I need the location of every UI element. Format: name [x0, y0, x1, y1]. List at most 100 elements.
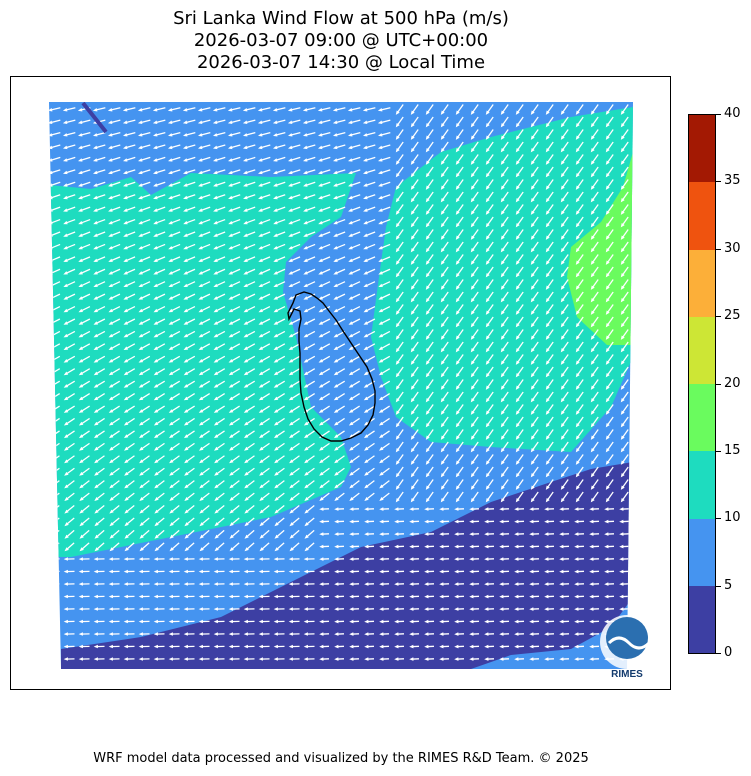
wind-vector-head	[378, 246, 383, 250]
wind-vector-head	[257, 108, 263, 112]
wind-vector-head	[212, 120, 218, 124]
wind-vector-head	[213, 644, 218, 649]
wind-vector-head	[168, 220, 173, 225]
wind-vector-head	[590, 110, 595, 115]
wind-vector-head	[93, 607, 98, 611]
wind-vector-head	[560, 460, 565, 465]
wind-vector-head	[138, 569, 143, 574]
wind-vector-head	[108, 308, 113, 313]
wind-vector-head	[574, 632, 579, 636]
wind-vector-head	[93, 246, 98, 250]
wind-vector-head	[333, 359, 339, 363]
wind-vector-head	[288, 208, 293, 212]
wind-vector-head	[273, 170, 278, 175]
wind-vector-head	[123, 396, 129, 401]
wind-vector-head	[243, 133, 248, 137]
wind-vector-head	[49, 359, 54, 363]
wind-vector-head	[258, 644, 263, 649]
wind-vector-head	[78, 396, 84, 401]
wind-vector-head	[318, 296, 323, 300]
wind-vector-head	[363, 308, 368, 313]
wind-vector-head	[395, 473, 400, 478]
wind-vector-head	[363, 246, 368, 250]
wind-vector-head	[620, 373, 625, 378]
wind-vector-head	[183, 346, 189, 350]
wind-vector-head	[108, 158, 113, 162]
wind-vector-head	[544, 569, 549, 574]
wind-vector-head	[258, 145, 263, 150]
wind-vector-head	[319, 557, 324, 561]
wind-vector-head	[63, 283, 68, 287]
wind-vector-head	[425, 260, 430, 265]
wind-vector-head	[394, 557, 399, 561]
wind-vector-head	[590, 448, 595, 453]
wind-vector-head	[49, 607, 53, 611]
wind-vector-head	[199, 497, 204, 501]
wind-vector-head	[363, 384, 369, 388]
wind-vector-head	[78, 657, 83, 661]
wind-vector-head	[559, 644, 564, 649]
wind-vector-head	[64, 509, 69, 514]
wind-vector-head	[228, 582, 233, 586]
wind-vector-head	[214, 534, 219, 539]
wind-vector-head	[123, 158, 128, 162]
wind-vector-head	[123, 421, 129, 426]
wind-vector-head	[288, 133, 293, 137]
wind-vector-head	[545, 323, 550, 328]
wind-vector-head	[544, 619, 549, 624]
wind-vector-head	[153, 283, 158, 287]
wind-vector-head	[49, 333, 54, 338]
wind-vector-head	[257, 120, 263, 124]
wind-vector-head	[49, 509, 54, 514]
wind-vector-head	[515, 373, 520, 378]
wind-vector-head	[319, 519, 324, 524]
wind-vector-head	[590, 135, 595, 140]
wind-vector-head	[514, 532, 519, 536]
wind-vector-head	[349, 632, 354, 636]
wind-vector-head	[138, 308, 143, 313]
wind-vector-head	[198, 569, 203, 574]
wind-vector-head	[545, 435, 550, 440]
wind-vector-head	[620, 473, 625, 478]
wind-vector-head	[213, 133, 218, 137]
wind-vector-head	[545, 460, 550, 465]
wind-vector-head	[545, 498, 550, 503]
wind-vector-head	[183, 233, 188, 237]
wind-vector-head	[303, 170, 308, 175]
wind-vector-head	[424, 582, 429, 586]
wind-vector-head	[303, 183, 308, 187]
wind-vector-head	[395, 185, 400, 190]
wind-vector-head	[93, 582, 98, 586]
wind-vector-head	[500, 423, 505, 428]
wind-vector-head	[545, 335, 550, 340]
wind-vector-head	[394, 644, 399, 649]
wind-vector-head	[425, 235, 430, 240]
wind-vector-head	[78, 359, 84, 363]
wind-vector-head	[560, 185, 565, 190]
wind-vector-head	[560, 385, 565, 390]
wind-vector-head	[63, 246, 68, 250]
wind-vector-head	[425, 123, 430, 128]
wind-vector-head	[604, 619, 609, 624]
wind-vector-head	[515, 310, 520, 315]
wind-vector-head	[590, 173, 595, 178]
wind-vector-head	[49, 471, 54, 476]
wind-vector-head	[49, 484, 54, 489]
wind-vector-head	[319, 657, 324, 661]
wind-vector-head	[605, 260, 610, 265]
wind-vector-head	[334, 582, 339, 586]
wind-vector-head	[168, 409, 174, 413]
wind-vector-head	[123, 346, 129, 350]
wind-vector-head	[303, 557, 308, 561]
wind-vector-head	[229, 497, 234, 501]
wind-vector-head	[363, 170, 368, 175]
wind-vector-head	[545, 423, 550, 428]
wind-vector-head	[515, 285, 520, 290]
wind-vector-head	[272, 120, 278, 124]
wind-vector-head	[574, 532, 579, 536]
wind-vector-head	[303, 220, 308, 225]
wind-vector-head	[470, 148, 475, 153]
wind-vector-head	[318, 220, 323, 225]
wind-vector-head	[605, 148, 610, 153]
wind-vector-head	[289, 434, 294, 439]
